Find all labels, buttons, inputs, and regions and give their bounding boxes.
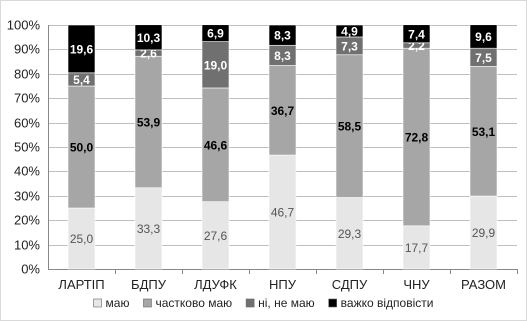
- data-label: 29,3: [338, 227, 362, 241]
- bar-segment: [67, 24, 96, 74]
- data-label: 72,8: [405, 130, 429, 144]
- y-tick-label: 90%: [14, 42, 40, 57]
- category-label: СДПУ: [332, 277, 368, 292]
- bar-segment: [469, 66, 498, 197]
- bar-segment: [335, 54, 364, 198]
- data-label: 19,0: [204, 58, 228, 72]
- category-label: РАЗОМ: [461, 277, 506, 292]
- data-label: 6,9: [207, 27, 224, 41]
- y-tick-label: 50%: [14, 140, 40, 155]
- category-label: БДПУ: [131, 277, 167, 292]
- legend-label: важко відповісти: [341, 296, 434, 310]
- y-tick-label: 10%: [14, 238, 40, 253]
- category-label: НПУ: [269, 277, 297, 292]
- bar-segment: [201, 24, 230, 42]
- data-label: 10,3: [137, 31, 161, 45]
- bar-segment: [469, 195, 498, 270]
- y-tick-label: 80%: [14, 67, 40, 82]
- data-label: 19,6: [70, 42, 94, 56]
- bar-segment: [402, 24, 431, 44]
- legend-swatch: [93, 298, 102, 308]
- data-label: 4,9: [341, 24, 358, 38]
- data-label: 25,0: [70, 232, 94, 246]
- bar-segment: [201, 87, 230, 202]
- bar-segment: [268, 24, 297, 46]
- data-label: 46,7: [271, 206, 295, 220]
- data-label: 8,3: [274, 49, 291, 63]
- bar-segment: [268, 154, 297, 270]
- data-label: 17,7: [405, 241, 429, 255]
- data-label: 53,9: [137, 115, 161, 129]
- bar-segment: [134, 55, 163, 189]
- y-tick-label: 20%: [14, 213, 40, 228]
- bar-segment: [67, 207, 96, 270]
- legend-label: маю: [106, 296, 130, 310]
- data-label: 7,5: [475, 51, 492, 65]
- y-tick-label: 40%: [14, 164, 40, 179]
- y-tick-label: 70%: [14, 91, 40, 106]
- data-label: 27,6: [204, 229, 228, 243]
- legend-swatch: [328, 298, 337, 308]
- bar-segment: [134, 187, 163, 270]
- bar-segment: [67, 85, 96, 209]
- category-label: ЛАРТІП: [58, 277, 104, 292]
- data-label: 33,3: [137, 222, 161, 236]
- bar-segment: [201, 41, 230, 89]
- bar-segment: [201, 201, 230, 270]
- legend-swatch: [143, 298, 152, 308]
- y-tick-label: 100%: [7, 18, 41, 33]
- bar-segment: [469, 24, 498, 49]
- bar-segment: [402, 225, 431, 270]
- data-label: 7,4: [408, 27, 425, 41]
- data-label: 8,3: [274, 29, 291, 43]
- bar-segment: [335, 24, 364, 38]
- category-label: ЧНУ: [403, 277, 430, 292]
- bar-segment: [402, 47, 431, 227]
- category-label: ЛДУФК: [194, 277, 237, 292]
- legend-swatch: [245, 298, 255, 308]
- data-label: 53,1: [472, 125, 496, 139]
- data-label: 7,3: [341, 39, 358, 53]
- data-label: 58,5: [338, 120, 362, 134]
- data-label: 9,6: [475, 30, 492, 44]
- y-tick-label: 60%: [14, 116, 40, 131]
- data-label: 29,9: [472, 226, 496, 240]
- data-label: 5,4: [73, 73, 90, 87]
- legend-label: ні, не маю: [258, 296, 315, 310]
- data-label: 50,0: [70, 141, 94, 155]
- legend-label: частково маю: [155, 296, 232, 310]
- data-label: 46,6: [204, 138, 228, 152]
- bar-segment: [134, 24, 163, 51]
- bar-segment: [268, 65, 297, 156]
- y-tick-label: 30%: [14, 189, 40, 204]
- y-tick-label: 0%: [21, 262, 40, 277]
- bar-segment: [335, 197, 364, 270]
- data-label: 36,7: [271, 104, 295, 118]
